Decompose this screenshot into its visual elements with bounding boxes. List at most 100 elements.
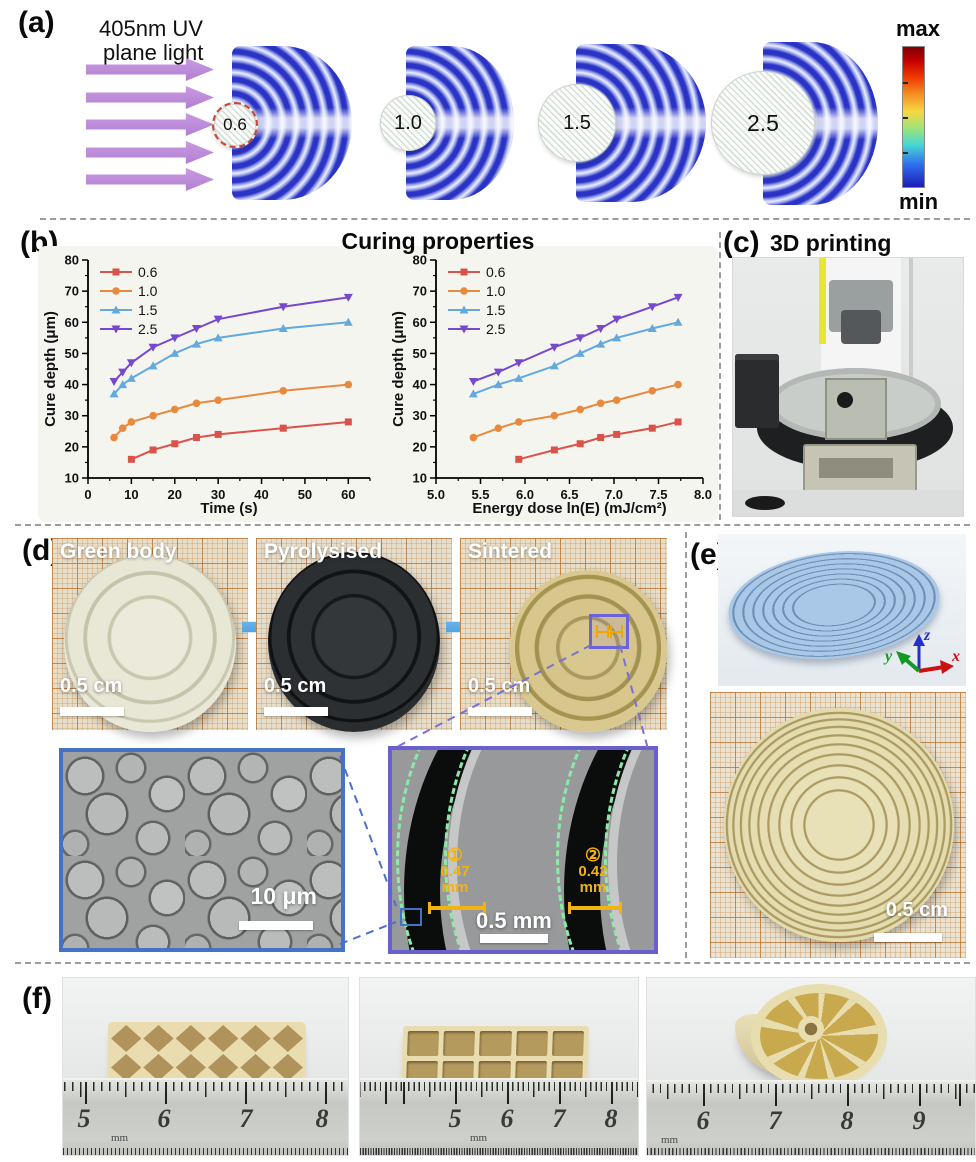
scale-text: 0.5 cm xyxy=(264,675,327,697)
octet-lattice-object xyxy=(108,1022,306,1084)
svg-text:Cure depth (μm): Cure depth (μm) xyxy=(390,311,407,427)
ruler-number: 5 xyxy=(448,1104,462,1133)
cure-depth-vs-time-chart: 0 10 20 30 40 50 60 10 20 30 40 50 60 70 80 Time (s) Cur… xyxy=(42,253,371,517)
wheel-face xyxy=(751,984,887,1088)
svg-text:1.0: 1.0 xyxy=(138,283,158,299)
svg-text:50: 50 xyxy=(65,346,79,361)
green-body-disc xyxy=(64,554,236,732)
particle-1.5: 1.5 xyxy=(538,84,616,162)
scale-bar xyxy=(468,707,532,716)
panel-a-label: (a) xyxy=(18,6,55,39)
printer-rail xyxy=(909,258,913,408)
measure-value: 0.47 xyxy=(440,863,470,880)
uv-arrow xyxy=(86,86,214,109)
axis-y-label: y xyxy=(883,648,893,665)
ruler-ticks xyxy=(647,1148,975,1155)
axis-x-label: x xyxy=(951,648,960,665)
svg-text:Cure depth (μm): Cure depth (μm) xyxy=(42,311,59,427)
scale-text: 0.5 cm xyxy=(468,675,531,697)
sem-groove-image: ① 0.47 mm ② 0.42 mm 0.5 mm xyxy=(388,746,658,954)
panel-f-label: (f) xyxy=(22,982,52,1015)
separator xyxy=(40,218,970,220)
printer-light-strip xyxy=(819,258,826,344)
groove-outline-dashed xyxy=(444,750,654,950)
svg-text:6.5: 6.5 xyxy=(560,487,578,502)
groove-ridge xyxy=(608,750,654,950)
svg-text:1.0: 1.0 xyxy=(486,283,506,299)
separator xyxy=(15,962,970,964)
separator xyxy=(685,532,687,958)
uv-light-caption-line1: 405nm UV xyxy=(99,16,203,41)
svg-text:20: 20 xyxy=(413,439,427,454)
printer-motor xyxy=(735,354,779,428)
particle-0.6: 0.6 xyxy=(212,102,258,148)
scale-bar xyxy=(264,707,328,716)
ruler-number: 7 xyxy=(768,1106,782,1135)
separator xyxy=(15,524,970,526)
stage-title: Green body xyxy=(60,540,177,563)
colorbar-min-label: min xyxy=(899,189,939,214)
scale-bar xyxy=(239,921,313,930)
scale-bar xyxy=(874,933,942,942)
stage-title: Sintered xyxy=(468,540,553,563)
uv-arrow xyxy=(86,168,214,191)
colorbar xyxy=(903,47,924,187)
separator xyxy=(719,232,721,520)
svg-text:70: 70 xyxy=(65,284,79,299)
scale-bar xyxy=(480,934,548,943)
measure-mark xyxy=(610,625,623,638)
svg-text:30: 30 xyxy=(413,408,427,423)
printer-photo xyxy=(733,258,963,516)
svg-text:60: 60 xyxy=(413,315,427,330)
chart-panel-background xyxy=(38,246,718,522)
measure-unit: mm xyxy=(579,879,607,897)
particle-size-label: 1.0 xyxy=(394,111,422,134)
zoom-region-box xyxy=(589,614,629,649)
svg-text:40: 40 xyxy=(413,377,427,392)
lattice-photo-2: 5 6 7 8 mm xyxy=(360,978,638,1155)
printer-stage xyxy=(825,378,887,440)
measure-value: 0.42 xyxy=(578,863,608,880)
ruler-number: 6 xyxy=(157,1104,171,1133)
ruler-ticks xyxy=(63,1082,348,1091)
svg-text:50: 50 xyxy=(298,487,312,502)
svg-text:50: 50 xyxy=(413,346,427,361)
measure-mark xyxy=(596,625,609,638)
svg-text:8.0: 8.0 xyxy=(694,487,712,502)
measure-2-label: ② 0.42 mm xyxy=(564,846,622,896)
ruler-number: 8 xyxy=(315,1104,329,1133)
svg-text:0.6: 0.6 xyxy=(486,264,506,280)
lattice-photo-1: 5 6 7 8 mm xyxy=(63,978,348,1155)
svg-text:7.5: 7.5 xyxy=(649,487,667,502)
svg-text:6.0: 6.0 xyxy=(516,487,534,502)
wheel-hub xyxy=(798,1016,824,1042)
scale-text: 0.5 cm xyxy=(60,675,123,697)
svg-text:80: 80 xyxy=(65,253,79,268)
scale-text: 0.5 cm xyxy=(885,899,948,921)
svg-text:30: 30 xyxy=(65,408,79,423)
measure-index: ② xyxy=(584,845,602,865)
printer-head-dark xyxy=(841,310,881,344)
svg-text:30: 30 xyxy=(211,487,225,502)
ruler-number: 6 xyxy=(696,1106,710,1135)
particle-size-label: 1.5 xyxy=(563,111,591,134)
fresnel-photo: 0.5 cm xyxy=(710,692,966,958)
groove-outline-dashed xyxy=(396,750,654,950)
green-body-photo: Green body 0.5 cm xyxy=(52,538,248,732)
ruler-number: 7 xyxy=(239,1104,253,1133)
particle-size-label: 0.6 xyxy=(223,115,247,134)
sem-grain-image: 10 μm xyxy=(59,748,345,952)
groove-ridge xyxy=(448,750,654,950)
panel-c-title: 3D printing xyxy=(770,230,892,256)
ruler-number: 8 xyxy=(840,1106,854,1135)
ruler-ticks xyxy=(360,1082,638,1091)
measure-index: ① xyxy=(446,845,464,865)
printer-front-slot xyxy=(819,458,893,478)
ruler-unit: mm xyxy=(661,1134,679,1146)
printer-knob xyxy=(837,392,853,408)
svg-text:Time (s): Time (s) xyxy=(200,500,257,517)
axis-triad: z x y xyxy=(883,627,960,674)
svg-text:Energy dose ln(E) (mJ/cm²): Energy dose ln(E) (mJ/cm²) xyxy=(472,500,666,517)
measure-2-bracket xyxy=(568,902,622,914)
measure-1-bracket xyxy=(428,902,486,914)
